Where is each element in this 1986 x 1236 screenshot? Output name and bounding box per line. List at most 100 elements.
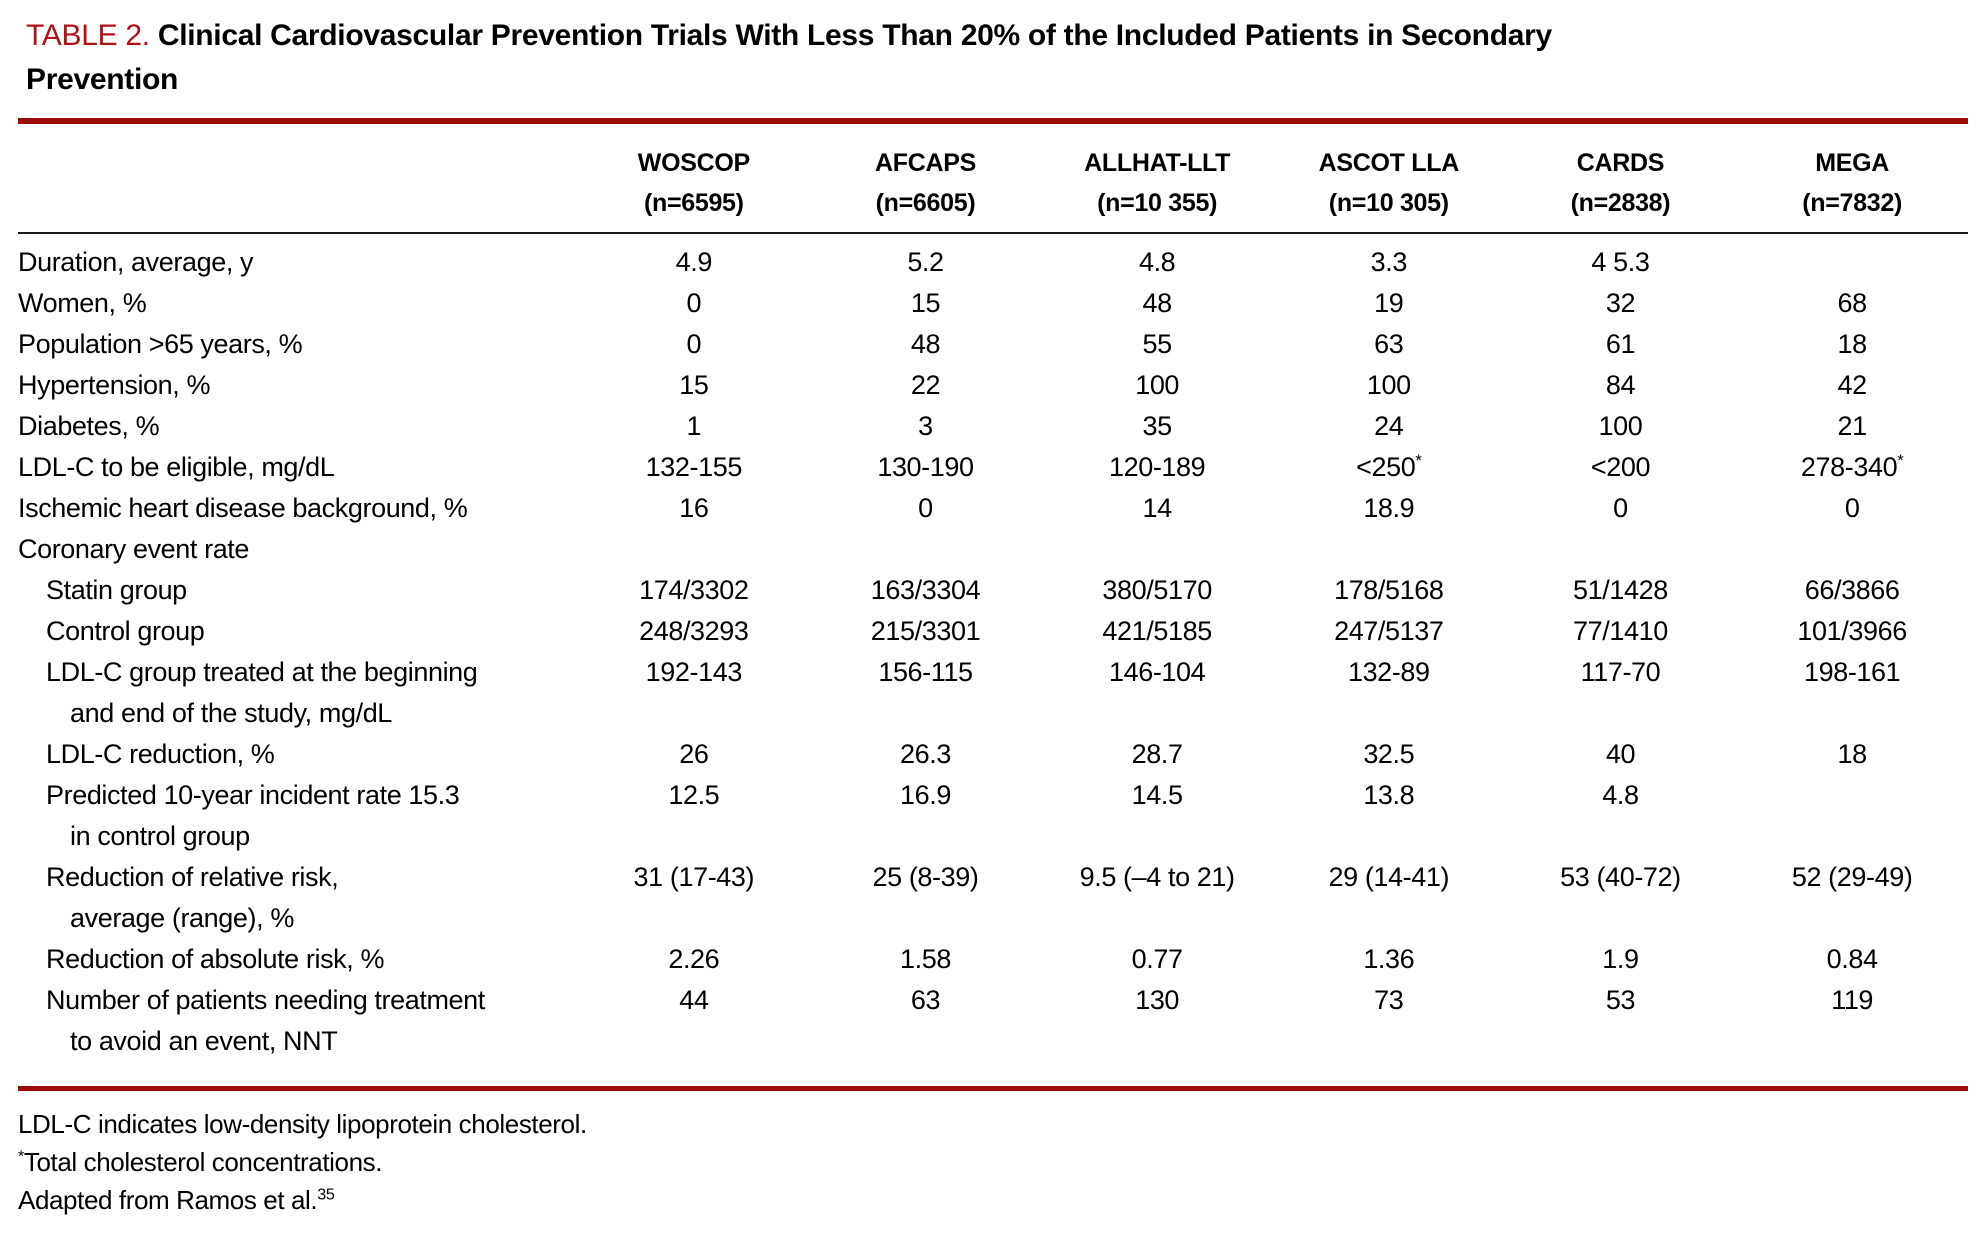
cell-value: 51/1428 — [1573, 575, 1668, 605]
cell-value: 247/5137 — [1334, 616, 1444, 646]
cell-value: 117-70 — [1580, 657, 1661, 687]
header-cards: CARDS (n=2838) — [1504, 130, 1737, 234]
column-name: WOSCOP — [637, 149, 750, 177]
cell-value: 5.2 — [907, 247, 944, 277]
cell-value: 84 — [1605, 370, 1636, 400]
cell-value: 4.8 — [1602, 780, 1639, 810]
cell-value: 16 — [679, 493, 709, 523]
cell-value: 192-143 — [645, 657, 743, 687]
cell-value: 2.26 — [668, 944, 720, 974]
table-row: Coronary event rate — [18, 529, 1968, 570]
cell-value: 15 — [910, 288, 941, 318]
top-red-rule — [18, 118, 1968, 124]
row-label: LDL-C reduction, % — [46, 739, 275, 769]
column-name: CARDS — [1576, 149, 1665, 177]
cell-value: 178/5168 — [1334, 575, 1444, 605]
cell-value: 53 (40-72) — [1560, 862, 1681, 892]
cell-value: 0 — [686, 329, 702, 359]
cell-value: 100 — [1366, 370, 1411, 400]
cell-value: 26 — [679, 739, 709, 769]
cell-value: 3.3 — [1370, 247, 1408, 277]
cell-value: <200 — [1590, 452, 1651, 482]
column-n: (n=2838) — [1570, 189, 1671, 217]
cell-value: 1.9 — [1602, 944, 1639, 974]
table-row: Predicted 10-year incident rate 15.3 in c… — [18, 775, 1968, 857]
cell-value: 1.36 — [1363, 944, 1415, 974]
table-row: Number of patients needing treatment to a… — [18, 980, 1968, 1062]
cell-value: 32 — [1605, 288, 1636, 318]
cell-value: 55 — [1142, 329, 1173, 359]
row-label: Duration, average, y — [18, 247, 254, 277]
table-row: Diabetes, % 1 3 35 24 100 21 — [18, 406, 1968, 447]
column-name: AFCAPS — [874, 149, 976, 177]
header-empty — [18, 130, 578, 234]
table-row: LDL-C to be eligible, mg/dL 132-155 130-19… — [18, 447, 1968, 488]
column-n: (n=6605) — [875, 189, 976, 217]
cell-value: 48 — [910, 329, 941, 359]
header-afcaps: AFCAPS (n=6605) — [809, 130, 1042, 234]
cell-value: 146-104 — [1108, 657, 1206, 687]
table-row: Duration, average, y 4.9 5.2 4.8 3.3 4 5.3 — [18, 233, 1968, 283]
cell-value: 53 — [1605, 985, 1636, 1015]
cell-value: 61 — [1605, 329, 1636, 359]
cell-value: 52 (29-49) — [1791, 862, 1913, 892]
cell-value: 40 — [1605, 739, 1636, 769]
cell-value: 132-155 — [645, 452, 743, 482]
table-row: Reduction of relative risk, average (rang… — [18, 857, 1968, 939]
table-title-line1: Clinical Cardiovascular Prevention Trial… — [157, 19, 1552, 52]
cell-value: 163/3304 — [870, 575, 981, 605]
cell-value — [1736, 529, 1968, 570]
cell-value: 73 — [1374, 985, 1404, 1015]
cell-value: 48 — [1142, 288, 1173, 318]
cell-value: 15 — [679, 370, 709, 400]
cell-value: 248/3293 — [639, 616, 749, 646]
cell-value: 63 — [910, 985, 941, 1015]
cell-value: 421/5185 — [1102, 616, 1212, 646]
cell-value: 77/1410 — [1573, 616, 1668, 646]
table-header: WOSCOP (n=6595) AFCAPS (n=6605) ALLHAT-L… — [18, 130, 1968, 234]
cell-value: 63 — [1374, 329, 1404, 359]
row-label: Predicted 10-year incident rate 15.3 in c… — [46, 780, 460, 851]
column-n: (n=10 305) — [1328, 189, 1449, 217]
cell-value: 1.58 — [900, 944, 951, 974]
cell-value — [1273, 529, 1505, 570]
asterisk-marker: * — [1897, 451, 1904, 470]
cell-value: 31 (17-43) — [633, 862, 755, 892]
footnote-abbreviation: LDL-C indicates low-density lipoprotein … — [18, 1109, 587, 1139]
table-row: Hypertension, % 15 22 100 100 84 42 — [18, 365, 1968, 406]
row-label: Statin group — [46, 575, 187, 605]
cell-value: 18 — [1837, 329, 1868, 359]
row-label: Control group — [46, 616, 205, 646]
cell-value: 42 — [1837, 370, 1868, 400]
row-label: Reduction of relative risk, average (rang… — [46, 862, 339, 933]
cell-value: 22 — [910, 370, 941, 400]
table-row: Statin group 174/3302 163/3304 380/5170 178/… — [18, 570, 1968, 611]
header-allhat-llt: ALLHAT-LLT (n=10 355) — [1041, 130, 1273, 234]
cell-value: 130 — [1135, 985, 1180, 1015]
cell-value: 9.5 (–4 to 21) — [1079, 862, 1235, 892]
table-row: Ischemic heart disease background, % 16 0 1… — [18, 488, 1968, 529]
cell-value: 25 (8-39) — [872, 862, 979, 892]
asterisk-marker: * — [1415, 451, 1422, 470]
cell-value: 44 — [679, 985, 709, 1015]
column-n: (n=7832) — [1802, 189, 1903, 217]
cell-value: 0 — [1844, 493, 1860, 523]
table-title-line2: Prevention — [26, 63, 179, 96]
cell-value: 68 — [1837, 288, 1868, 318]
cell-value: 1 — [686, 411, 702, 441]
cell-value: 130-190 — [877, 452, 974, 482]
row-label: Reduction of absolute risk, % — [46, 944, 385, 974]
cell-value: 0 — [1613, 493, 1628, 523]
cell-value: 32.5 — [1363, 739, 1415, 769]
header-woscop: WOSCOP (n=6595) — [578, 130, 810, 234]
cell-value: 4 5.3 — [1591, 247, 1650, 277]
column-n: (n=10 355) — [1097, 189, 1218, 217]
table-row: Control group 248/3293 215/3301 421/5185 247… — [18, 611, 1968, 652]
cell-value: <250* — [1356, 451, 1422, 482]
cell-value — [1041, 529, 1273, 570]
column-name: ASCOT LLA — [1318, 149, 1460, 177]
footnote-asterisk: *Total cholesterol concentrations. — [18, 1147, 383, 1177]
cell-value: 278-340* — [1800, 451, 1904, 482]
reference-number: 35 — [317, 1185, 335, 1204]
